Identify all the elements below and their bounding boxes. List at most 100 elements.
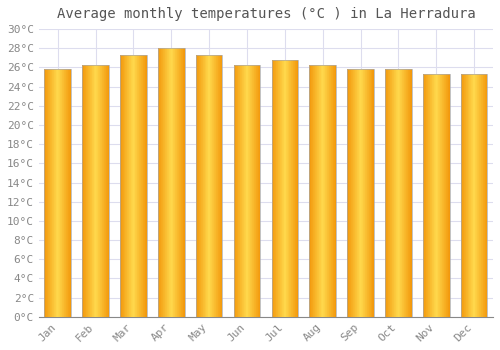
Bar (389, 69, 390, 317)
Bar (437, 74, 438, 317)
Bar (46, 69, 47, 317)
Bar (136, 55, 137, 317)
Bar (84, 64, 85, 317)
Bar (433, 74, 434, 317)
Bar (256, 64, 257, 317)
Bar (101, 64, 102, 317)
Bar (125, 55, 126, 317)
Bar (431, 74, 432, 317)
Bar (394, 69, 395, 317)
Bar (197, 55, 198, 317)
Bar (180, 48, 182, 317)
Bar (462, 74, 463, 317)
Bar (120, 55, 146, 317)
Bar (97, 64, 98, 317)
Bar (318, 64, 320, 317)
Bar (287, 60, 288, 317)
Bar (243, 64, 244, 317)
Bar (400, 69, 401, 317)
Bar (205, 55, 206, 317)
Bar (221, 55, 222, 317)
Bar (288, 60, 289, 317)
Bar (430, 74, 431, 317)
Bar (330, 64, 332, 317)
Bar (244, 64, 245, 317)
Bar (310, 64, 311, 317)
Bar (399, 69, 400, 317)
Bar (406, 69, 407, 317)
Bar (482, 74, 483, 317)
Bar (218, 55, 219, 317)
Bar (362, 69, 364, 317)
Bar (250, 64, 251, 317)
Bar (69, 69, 70, 317)
Bar (403, 69, 404, 317)
Bar (220, 55, 221, 317)
Bar (249, 64, 250, 317)
Bar (199, 55, 200, 317)
Bar (396, 69, 397, 317)
Bar (132, 55, 133, 317)
Bar (181, 48, 182, 317)
Bar (486, 74, 487, 317)
Bar (90, 64, 91, 317)
Bar (174, 48, 176, 317)
Bar (480, 74, 481, 317)
Bar (407, 69, 408, 317)
Bar (213, 55, 214, 317)
Bar (65, 69, 66, 317)
Bar (320, 64, 322, 317)
Bar (363, 69, 364, 317)
Bar (296, 60, 297, 317)
Bar (215, 55, 216, 317)
Bar (369, 69, 370, 317)
Bar (410, 69, 411, 317)
Bar (106, 64, 107, 317)
Bar (242, 64, 243, 317)
Bar (82, 64, 109, 317)
Bar (105, 64, 106, 317)
Bar (478, 74, 479, 317)
Bar (395, 69, 396, 317)
Bar (467, 74, 468, 317)
Bar (280, 60, 281, 317)
Bar (275, 60, 276, 317)
Bar (473, 74, 474, 317)
Bar (170, 48, 172, 317)
Bar (49, 69, 50, 317)
Bar (371, 69, 372, 317)
Bar (472, 74, 473, 317)
Bar (388, 69, 389, 317)
Bar (486, 74, 488, 317)
Bar (86, 64, 87, 317)
Bar (469, 74, 470, 317)
Bar (95, 64, 96, 317)
Bar (312, 64, 313, 317)
Bar (214, 55, 215, 317)
Bar (216, 55, 217, 317)
Bar (401, 69, 402, 317)
Bar (464, 74, 465, 317)
Bar (295, 60, 296, 317)
Bar (272, 60, 273, 317)
Bar (320, 64, 321, 317)
Bar (292, 60, 293, 317)
Bar (427, 74, 428, 317)
Bar (443, 74, 444, 317)
Bar (372, 69, 373, 317)
Bar (63, 69, 64, 317)
Bar (158, 48, 159, 317)
Bar (391, 69, 392, 317)
Bar (468, 74, 469, 317)
Bar (198, 55, 200, 317)
Bar (158, 48, 184, 317)
Bar (356, 69, 358, 317)
Bar (50, 69, 51, 317)
Bar (466, 74, 467, 317)
Bar (368, 69, 370, 317)
Bar (122, 55, 123, 317)
Bar (96, 64, 97, 317)
Bar (237, 64, 238, 317)
Bar (182, 48, 184, 317)
Bar (240, 64, 241, 317)
